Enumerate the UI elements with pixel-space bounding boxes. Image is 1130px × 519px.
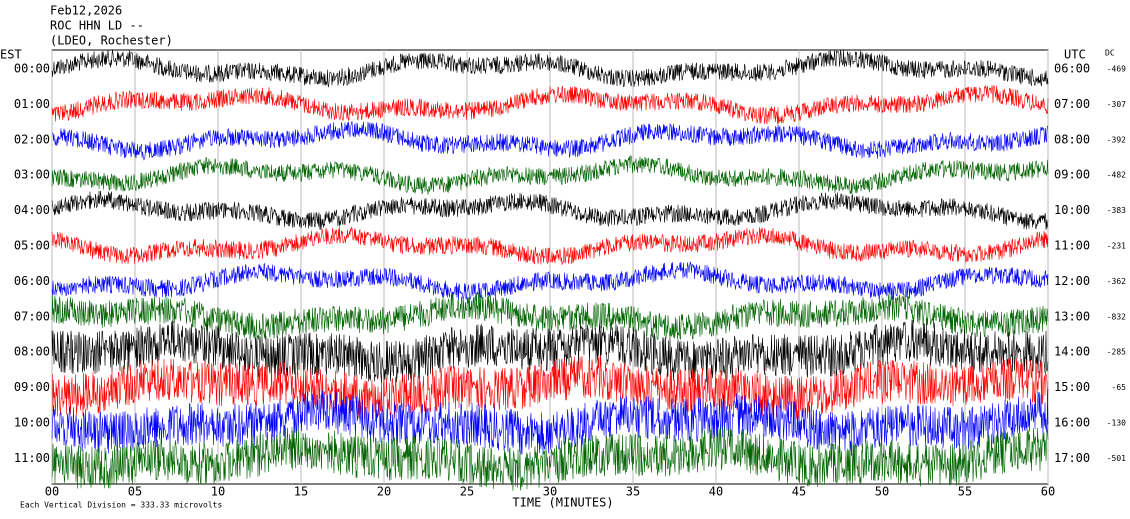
offset-label: DC: [1105, 49, 1115, 58]
dc-offset: -383: [1107, 206, 1126, 215]
est-label: 01:00: [14, 97, 50, 111]
scale-note: Each Vertical Division = 333.33 microvol…: [20, 501, 222, 510]
utc-label: 13:00: [1054, 309, 1090, 323]
est-label: 06:00: [14, 274, 50, 288]
right-axis-label: UTC: [1064, 48, 1086, 62]
dc-offset: -501: [1107, 454, 1126, 463]
x-tick-label: 45: [792, 485, 806, 499]
seismic-trace: [51, 355, 1049, 420]
dc-offset: -130: [1107, 419, 1126, 428]
x-tick-label: 00: [45, 485, 59, 499]
dc-offset: -65: [1112, 383, 1127, 392]
utc-label: 08:00: [1054, 132, 1090, 146]
est-label: 00:00: [14, 62, 50, 76]
utc-label: 14:00: [1054, 345, 1090, 359]
est-label: 05:00: [14, 239, 50, 253]
seismic-trace: [51, 426, 1049, 491]
x-tick-label: 40: [709, 485, 723, 499]
x-tick-label: 60: [1041, 485, 1055, 499]
seismic-trace: [51, 49, 1049, 88]
est-label: 07:00: [14, 309, 50, 323]
seismic-trace: [51, 190, 1049, 230]
title-line: Feb12,2026: [50, 4, 122, 18]
est-label: 04:00: [14, 203, 50, 217]
x-tick-label: 50: [875, 485, 889, 499]
x-tick-label: 55: [958, 485, 972, 499]
utc-label: 09:00: [1054, 168, 1090, 182]
x-axis-label: TIME (MINUTES): [512, 496, 613, 510]
est-label: 08:00: [14, 345, 50, 359]
x-tick-label: 25: [460, 485, 474, 499]
dc-offset: -362: [1107, 277, 1126, 286]
utc-label: 12:00: [1054, 274, 1090, 288]
x-tick-label: 05: [128, 485, 142, 499]
title-line: ROC HHN LD --: [50, 19, 144, 33]
est-label: 03:00: [14, 168, 50, 182]
seismic-trace: [51, 84, 1049, 125]
utc-label: 10:00: [1054, 203, 1090, 217]
x-tick-label: 20: [377, 485, 391, 499]
x-tick-label: 30: [543, 485, 557, 499]
x-tick-label: 35: [626, 485, 640, 499]
seismic-trace: [51, 261, 1049, 301]
seismic-trace: [51, 121, 1049, 161]
dc-offset: -231: [1107, 242, 1126, 251]
dc-offset: -469: [1107, 65, 1126, 74]
seismic-trace: [51, 292, 1049, 341]
dc-offset: -307: [1107, 100, 1126, 109]
x-tick-label: 15: [294, 485, 308, 499]
seismic-trace: [51, 390, 1049, 455]
utc-label: 06:00: [1054, 62, 1090, 76]
utc-label: 15:00: [1054, 380, 1090, 394]
utc-label: 16:00: [1054, 416, 1090, 430]
x-tick-label: 10: [211, 485, 225, 499]
seismic-trace: [51, 226, 1049, 265]
est-label: 02:00: [14, 132, 50, 146]
est-label: 11:00: [14, 451, 50, 465]
left-axis-label: EST: [0, 48, 22, 62]
seismic-trace: [51, 155, 1049, 195]
dc-offset: -285: [1107, 348, 1126, 357]
est-label: 10:00: [14, 416, 50, 430]
title-line: (LDEO, Rochester): [50, 34, 173, 48]
seismic-trace: [51, 319, 1049, 384]
utc-label: 17:00: [1054, 451, 1090, 465]
utc-label: 07:00: [1054, 97, 1090, 111]
dc-offset: -832: [1107, 312, 1126, 321]
dc-offset: -392: [1107, 135, 1126, 144]
dc-offset: -482: [1107, 171, 1126, 180]
est-label: 09:00: [14, 380, 50, 394]
utc-label: 11:00: [1054, 239, 1090, 253]
